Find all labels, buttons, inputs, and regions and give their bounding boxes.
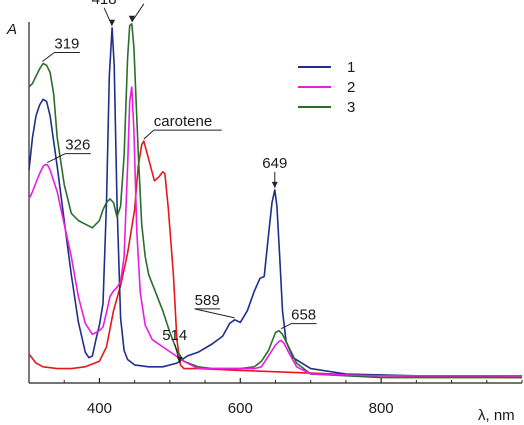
annotation-leader-carotene — [143, 129, 155, 140]
annotation-leader-326 — [47, 153, 66, 164]
annotation-658: 658 — [291, 307, 316, 324]
annotation-arrowhead-514 — [176, 356, 183, 363]
legend-label-1: 1 — [347, 59, 355, 76]
annotation-418: 418 — [92, 0, 117, 8]
legend-label-2: 2 — [347, 79, 355, 96]
annotation-leader-658 — [280, 323, 292, 330]
annotation-arrowhead-446 — [128, 15, 135, 22]
annotation-514: 514 — [162, 327, 187, 344]
annotation-326: 326 — [65, 137, 90, 154]
axes: A λ, nm — [6, 21, 522, 424]
annotation-carotene: carotene — [154, 113, 212, 130]
series-line-3 — [28, 23, 522, 379]
x-ticks: 400 600 800 — [28, 378, 523, 417]
annotation-arrowhead-418 — [109, 19, 116, 26]
legend: 1 2 3 — [298, 59, 355, 116]
annotation-arrowhead-649 — [271, 181, 278, 188]
annotation-589: 589 — [195, 292, 220, 309]
series-line-2 — [28, 86, 522, 377]
x-axis-label: λ, nm — [478, 407, 515, 424]
annotations: 418 446 319 326 carotene 649 589 658 514 — [42, 0, 317, 364]
annotation-319: 319 — [54, 36, 79, 53]
annotation-leader-589 — [194, 308, 235, 319]
x-tick-label-400: 400 — [87, 400, 112, 417]
annotation-arrow-446 — [131, 3, 145, 23]
legend-label-3: 3 — [347, 99, 355, 116]
annotation-649: 649 — [262, 155, 287, 172]
series-line-carotene — [28, 140, 523, 379]
annotation-leader-319 — [42, 52, 55, 62]
x-tick-label-800: 800 — [369, 400, 394, 417]
series-group — [28, 23, 523, 379]
y-axis-label: A — [6, 21, 17, 38]
series-line-1 — [28, 27, 522, 377]
x-tick-label-600: 600 — [228, 400, 253, 417]
annotation-446: 446 — [131, 0, 156, 4]
